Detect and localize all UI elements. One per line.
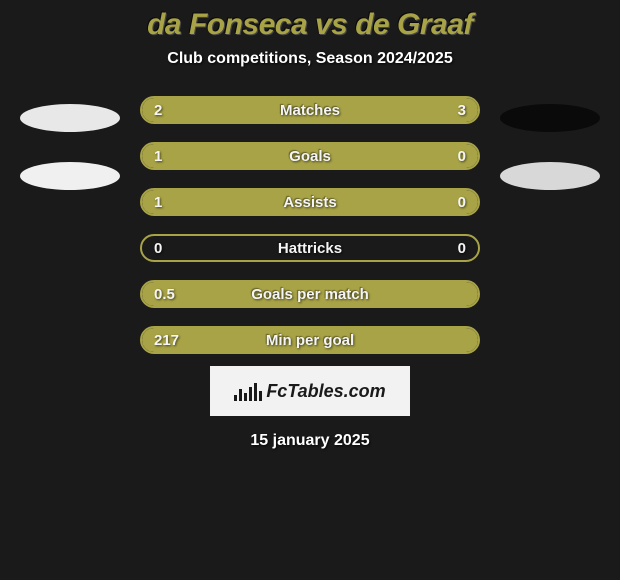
player2-oval-2 — [500, 162, 600, 190]
stat-right-value: 0 — [458, 190, 466, 214]
stat-right-value: 3 — [458, 98, 466, 122]
logo-bar — [249, 387, 252, 401]
logo-bars-icon — [234, 381, 262, 401]
comparison-infographic: da Fonseca vs de Graaf Club competitions… — [0, 0, 620, 580]
stat-right-value: 0 — [458, 144, 466, 168]
logo-text: FcTables.com — [266, 381, 385, 402]
logo-bar — [234, 395, 237, 401]
fctables-logo: FcTables.com — [210, 366, 410, 416]
logo-bar — [239, 389, 242, 401]
logo-bar — [244, 393, 247, 401]
stat-label: Goals per match — [142, 282, 478, 306]
date-label: 15 january 2025 — [250, 432, 369, 450]
page-title: da Fonseca vs de Graaf — [147, 8, 473, 42]
stat-row: 1Goals0 — [140, 142, 480, 170]
logo-bar — [259, 391, 262, 401]
stat-label: Assists — [142, 190, 478, 214]
player1-oval-1 — [20, 104, 120, 132]
right-ovals — [500, 96, 600, 190]
stat-label: Matches — [142, 98, 478, 122]
stat-label: Hattricks — [142, 236, 478, 260]
stat-row: 2Matches3 — [140, 96, 480, 124]
page-subtitle: Club competitions, Season 2024/2025 — [167, 50, 452, 68]
footer: FcTables.com 15 january 2025 — [210, 366, 410, 450]
main-row: 2Matches31Goals01Assists00Hattricks00.5G… — [0, 96, 620, 354]
stats-column: 2Matches31Goals01Assists00Hattricks00.5G… — [140, 96, 480, 354]
stat-row: 0Hattricks0 — [140, 234, 480, 262]
logo-bar — [254, 383, 257, 401]
stat-row: 217Min per goal — [140, 326, 480, 354]
player2-oval-1 — [500, 104, 600, 132]
stat-right-value: 0 — [458, 236, 466, 260]
player1-oval-2 — [20, 162, 120, 190]
stat-label: Min per goal — [142, 328, 478, 352]
stat-row: 1Assists0 — [140, 188, 480, 216]
stat-row: 0.5Goals per match — [140, 280, 480, 308]
left-ovals — [20, 96, 120, 190]
stat-label: Goals — [142, 144, 478, 168]
